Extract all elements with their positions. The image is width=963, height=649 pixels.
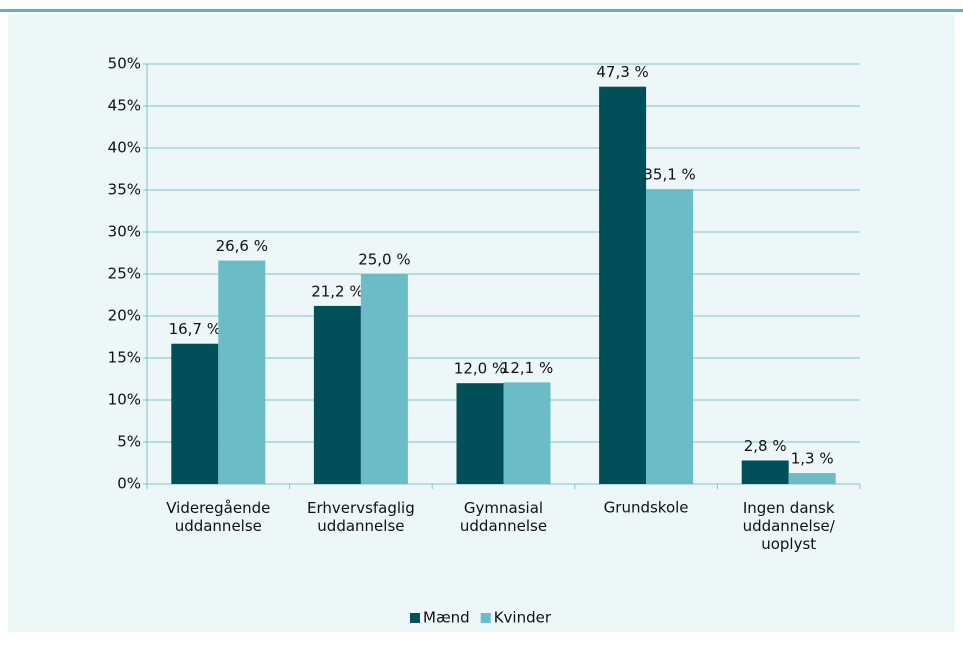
y-tick-label: 50%	[108, 55, 141, 73]
value-label: 12,0 %	[454, 360, 506, 378]
value-label: 12,1 %	[501, 359, 553, 377]
bar	[599, 86, 647, 485]
value-label: 35,1 %	[643, 166, 695, 184]
chart-panel	[8, 14, 955, 632]
bar	[741, 460, 789, 484]
value-label: 25,0 %	[358, 251, 410, 269]
value-label: 21,2 %	[311, 282, 363, 300]
value-label: 26,6 %	[216, 237, 268, 255]
bar	[218, 260, 266, 484]
legend-swatch	[480, 613, 491, 623]
header-rule	[0, 9, 963, 12]
y-tick-label: 40%	[108, 139, 141, 157]
x-tick-label: Ingen dansk uddannelse/uoplyst	[743, 499, 836, 553]
bar	[788, 473, 836, 484]
bar	[313, 305, 361, 484]
x-tick-label: Grundskole	[604, 499, 689, 517]
y-tick-label: 0%	[117, 475, 141, 493]
value-label: 2,8 %	[744, 437, 787, 455]
bar	[646, 189, 694, 484]
y-tick-label: 10%	[108, 391, 141, 409]
value-label: 47,3 %	[596, 63, 648, 81]
y-tick-label: 30%	[108, 223, 141, 241]
y-tick-label: 25%	[108, 265, 141, 283]
legend-swatch	[410, 613, 420, 623]
bar	[360, 274, 408, 484]
bar	[456, 383, 504, 484]
x-tick-label: Erhvervsfaglig uddannelse	[307, 499, 415, 535]
y-tick-label: 45%	[108, 97, 141, 115]
y-tick-label: 35%	[108, 181, 141, 199]
y-tick-label: 5%	[117, 433, 141, 451]
value-label: 1,3 %	[791, 450, 834, 468]
bar	[171, 343, 219, 484]
x-tick-label: Gymnasial uddannelse	[460, 499, 547, 535]
legend-label: Mænd	[423, 609, 470, 627]
y-tick-label: 20%	[108, 307, 141, 325]
x-tick-label: Videregående uddannelse	[166, 499, 270, 535]
bar	[503, 382, 551, 484]
y-tick-label: 15%	[108, 349, 141, 367]
value-label: 16,7 %	[169, 320, 221, 338]
legend-label: Kvinder	[494, 609, 552, 627]
